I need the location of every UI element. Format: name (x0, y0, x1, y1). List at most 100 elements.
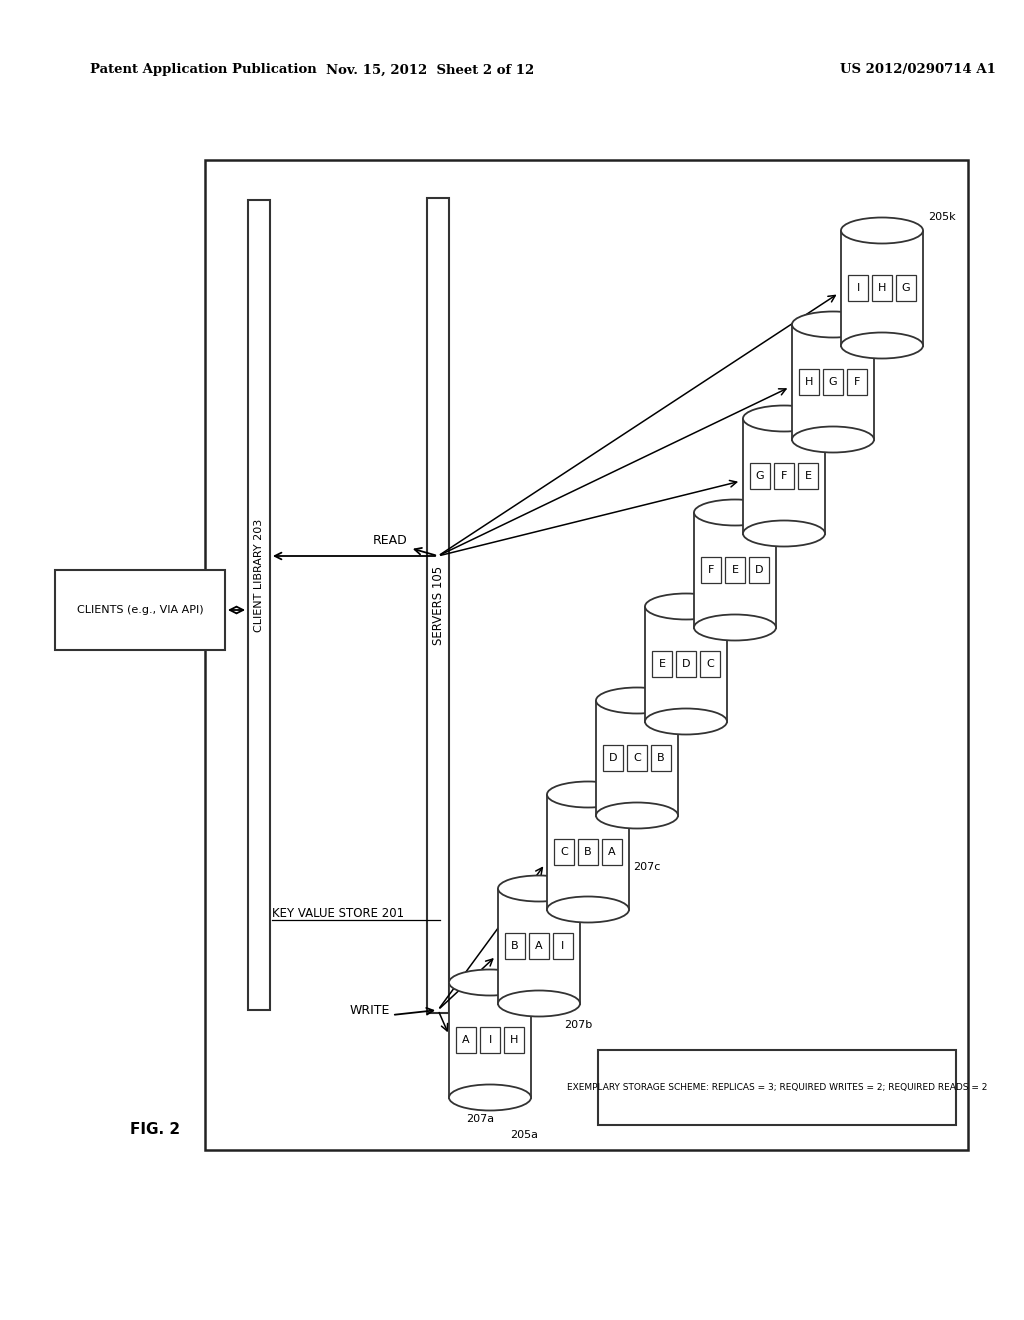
Text: READ: READ (373, 533, 408, 546)
Text: WRITE: WRITE (350, 1003, 390, 1016)
Bar (700, 651, 720, 677)
Bar (725, 557, 745, 583)
Ellipse shape (792, 426, 874, 453)
Text: E: E (731, 565, 738, 576)
Text: H: H (878, 282, 886, 293)
Text: US 2012/0290714 A1: US 2012/0290714 A1 (840, 63, 996, 77)
Text: F: F (854, 378, 860, 387)
Bar (798, 463, 818, 488)
Text: C: C (560, 847, 568, 857)
Text: B: B (657, 752, 665, 763)
Bar (701, 557, 721, 583)
Text: FIG. 2: FIG. 2 (130, 1122, 180, 1138)
Text: A: A (536, 941, 543, 950)
Bar (651, 744, 671, 771)
Text: KEY VALUE STORE 201: KEY VALUE STORE 201 (272, 907, 404, 920)
Bar (841, 231, 923, 346)
Bar (505, 933, 525, 960)
Text: H: H (510, 1035, 518, 1045)
Text: A: A (608, 847, 615, 857)
Bar (602, 840, 622, 865)
Bar (848, 275, 868, 301)
Ellipse shape (547, 781, 629, 808)
Bar (896, 275, 916, 301)
Text: G: G (902, 282, 910, 293)
Bar (792, 325, 874, 440)
Bar (743, 418, 825, 533)
Bar (603, 744, 623, 771)
Bar (449, 982, 531, 1097)
Bar (427, 198, 449, 1012)
Text: I: I (856, 282, 859, 293)
Ellipse shape (645, 709, 727, 734)
Bar (578, 840, 598, 865)
Text: B: B (584, 847, 592, 857)
Bar (55, 570, 225, 649)
Bar (554, 840, 574, 865)
Bar (774, 463, 794, 488)
Bar (750, 463, 770, 488)
Text: G: G (828, 378, 838, 387)
Bar (847, 370, 867, 395)
Bar (872, 275, 892, 301)
Text: 205a: 205a (510, 1130, 538, 1139)
Bar (676, 651, 696, 677)
Text: A: A (462, 1035, 470, 1045)
Text: C: C (707, 659, 714, 669)
Bar (480, 1027, 500, 1053)
Text: E: E (805, 471, 811, 480)
Bar (652, 651, 672, 677)
Text: F: F (781, 471, 787, 480)
Bar (598, 1049, 956, 1125)
Text: E: E (658, 659, 666, 669)
Ellipse shape (596, 688, 678, 714)
Text: CLIENT LIBRARY 203: CLIENT LIBRARY 203 (254, 519, 264, 632)
Ellipse shape (498, 875, 580, 902)
Bar (749, 557, 769, 583)
Ellipse shape (596, 803, 678, 829)
Text: C: C (633, 752, 641, 763)
Text: EXEMPLARY STORAGE SCHEME: REPLICAS = 3; REQUIRED WRITES = 2; REQUIRED READS = 2: EXEMPLARY STORAGE SCHEME: REPLICAS = 3; … (567, 1082, 987, 1092)
Ellipse shape (841, 333, 923, 359)
Text: Nov. 15, 2012  Sheet 2 of 12: Nov. 15, 2012 Sheet 2 of 12 (326, 63, 535, 77)
Bar (799, 370, 819, 395)
Bar (627, 744, 647, 771)
Bar (645, 606, 727, 722)
Text: CLIENTS (e.g., VIA API): CLIENTS (e.g., VIA API) (77, 605, 204, 615)
Text: SERVERS 105: SERVERS 105 (431, 566, 444, 645)
Bar (596, 701, 678, 816)
Text: D: D (755, 565, 763, 576)
Text: Patent Application Publication: Patent Application Publication (90, 63, 316, 77)
Text: B: B (511, 941, 519, 950)
Bar (529, 933, 549, 960)
Ellipse shape (694, 499, 776, 525)
Bar (205, 160, 968, 1150)
Text: I: I (488, 1035, 492, 1045)
Ellipse shape (449, 1085, 531, 1110)
Bar (456, 1027, 476, 1053)
Bar (694, 512, 776, 627)
Text: 207b: 207b (564, 1019, 592, 1030)
Ellipse shape (743, 405, 825, 432)
Text: I: I (561, 941, 564, 950)
Bar (504, 1027, 524, 1053)
Text: 207a: 207a (466, 1114, 494, 1123)
Bar (547, 795, 629, 909)
Ellipse shape (498, 990, 580, 1016)
Ellipse shape (792, 312, 874, 338)
Text: G: G (756, 471, 764, 480)
Text: D: D (682, 659, 690, 669)
Ellipse shape (743, 520, 825, 546)
Bar (823, 370, 843, 395)
Bar (498, 888, 580, 1003)
Text: F: F (708, 565, 714, 576)
Ellipse shape (547, 896, 629, 923)
Ellipse shape (645, 594, 727, 619)
Ellipse shape (449, 969, 531, 995)
Bar (248, 201, 270, 1010)
Ellipse shape (694, 615, 776, 640)
Text: H: H (805, 378, 813, 387)
Text: 205k: 205k (928, 213, 955, 223)
Bar (553, 933, 573, 960)
Text: D: D (608, 752, 617, 763)
